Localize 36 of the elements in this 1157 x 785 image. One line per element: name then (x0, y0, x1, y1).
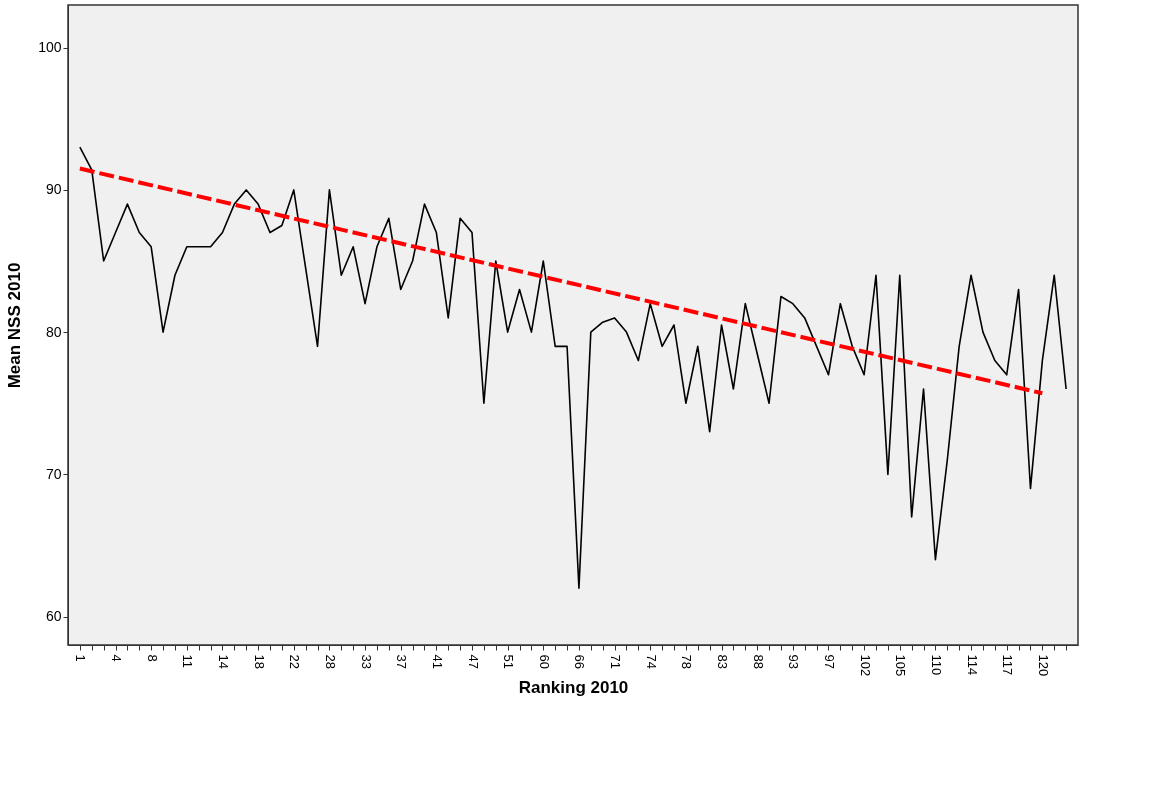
x-tick-label: 114 (964, 654, 980, 676)
x-tick-label: 117 (1000, 654, 1016, 676)
x-tick-label: 8 (144, 654, 160, 662)
x-tick-label: 83 (715, 654, 731, 669)
x-tick-label: 78 (679, 654, 695, 669)
y-tick-label: 90 (45, 181, 62, 198)
x-tick-label: 18 (251, 654, 267, 669)
x-tick-label: 37 (394, 654, 410, 669)
x-tick-label: 71 (608, 654, 624, 669)
y-tick-label: 100 (38, 39, 62, 56)
x-tick-label: 66 (572, 654, 588, 669)
y-tick-label: 70 (45, 465, 62, 482)
y-tick-label: 60 (45, 608, 62, 625)
y-axis-title: Mean NSS 2010 (5, 262, 25, 389)
x-axis-title: Ranking 2010 (518, 678, 629, 698)
x-tick-label: 28 (322, 654, 338, 669)
x-tick-label: 11 (180, 654, 196, 668)
x-tick-label: 60 (536, 654, 552, 669)
line-series (79, 146, 1067, 589)
x-tick-label: 47 (465, 654, 481, 669)
x-tick-label: 4 (109, 654, 125, 662)
x-tick-label: 120 (1035, 654, 1051, 677)
x-tick-label: 51 (501, 654, 517, 669)
x-tick-label: 1 (73, 654, 89, 662)
x-tick-label: 110 (928, 654, 944, 676)
x-tick-label: 93 (786, 654, 802, 669)
x-tick-label: 22 (287, 654, 303, 669)
x-tick-label: 97 (821, 654, 837, 669)
x-tick-label: 14 (215, 654, 231, 669)
y-tick-label: 80 (45, 323, 62, 340)
x-tick-label: 33 (358, 654, 374, 669)
x-tick-label: 88 (750, 654, 766, 669)
x-tick-label: 41 (429, 654, 445, 669)
x-tick-label: 105 (893, 654, 909, 677)
x-tick-label: 102 (857, 654, 873, 677)
x-tick-label: 74 (643, 654, 659, 669)
